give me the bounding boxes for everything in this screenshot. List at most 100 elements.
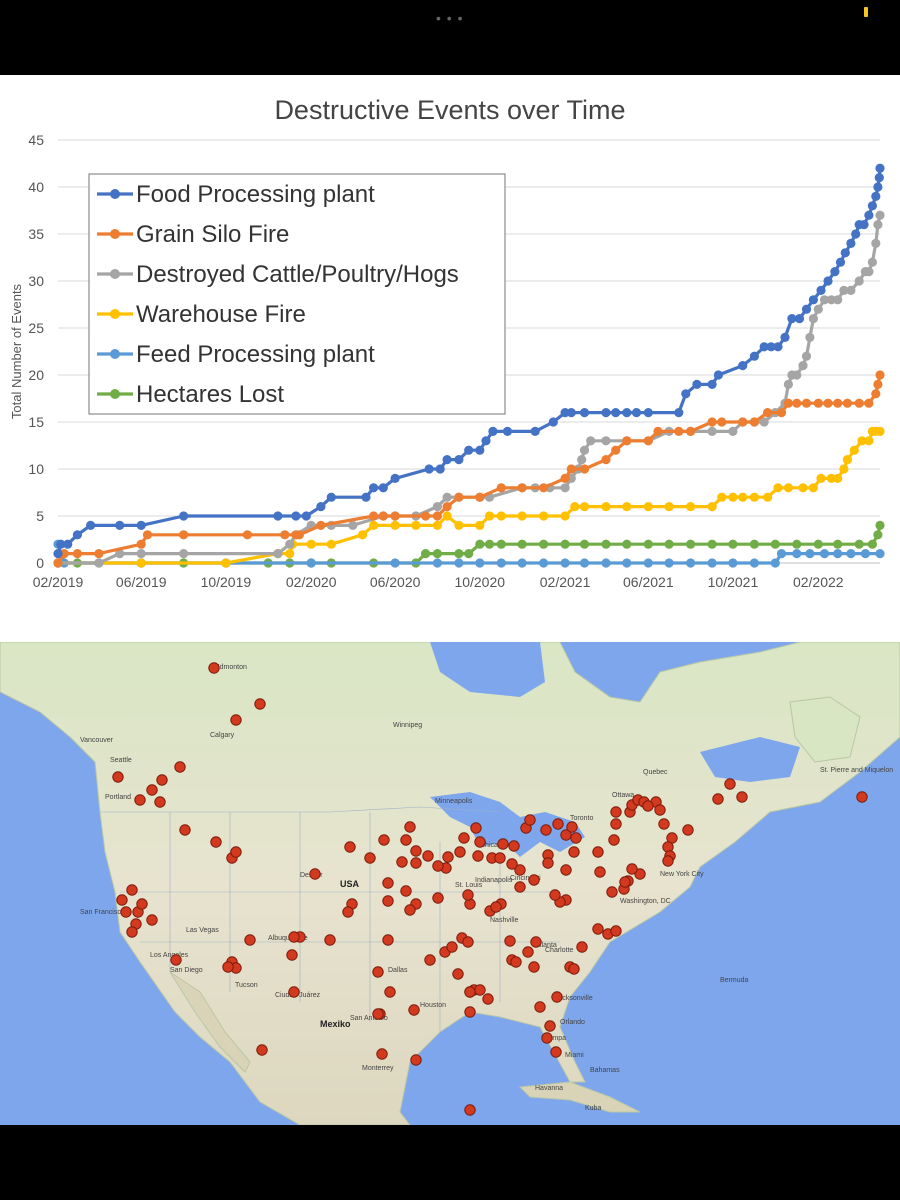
data-point bbox=[496, 558, 506, 568]
y-tick-label: 35 bbox=[28, 226, 44, 242]
data-point bbox=[601, 436, 611, 446]
event-marker bbox=[446, 941, 458, 953]
map-label: Atlanta bbox=[535, 942, 557, 949]
x-tick-label: 06/2020 bbox=[370, 574, 421, 590]
map-label: Bermuda bbox=[720, 977, 749, 984]
data-point bbox=[826, 295, 837, 305]
data-point bbox=[783, 398, 794, 408]
map-label: St. Pierre and Miquelon bbox=[820, 767, 893, 774]
event-marker bbox=[724, 778, 736, 790]
data-point bbox=[539, 558, 549, 568]
event-marker bbox=[514, 881, 526, 893]
event-marker bbox=[462, 936, 474, 948]
event-marker bbox=[464, 986, 476, 998]
data-point bbox=[813, 304, 823, 314]
data-point bbox=[759, 417, 769, 427]
data-point bbox=[481, 436, 491, 446]
data-point bbox=[221, 558, 231, 568]
map-label: Indianapolis bbox=[475, 877, 513, 884]
data-point bbox=[830, 267, 840, 277]
event-marker bbox=[528, 874, 540, 886]
map-label: Havanna bbox=[535, 1085, 563, 1092]
legend-swatch-dot bbox=[110, 229, 120, 239]
x-tick-label: 02/2021 bbox=[540, 574, 591, 590]
event-location-map[interactable]: USA Mexiko Vancouver Seattle Portland Calgary… bbox=[0, 642, 900, 1125]
data-point bbox=[484, 511, 495, 521]
legend-swatch-dot bbox=[110, 349, 120, 359]
map-label: Vancouver bbox=[80, 737, 114, 744]
data-point bbox=[792, 398, 802, 408]
event-marker bbox=[682, 824, 694, 836]
data-point bbox=[813, 398, 823, 408]
data-point bbox=[707, 539, 717, 549]
y-tick-label: 45 bbox=[28, 132, 44, 148]
event-marker bbox=[222, 961, 234, 973]
data-point bbox=[783, 483, 794, 493]
data-point bbox=[348, 520, 358, 530]
event-marker bbox=[568, 963, 580, 975]
data-point bbox=[842, 455, 853, 465]
data-point bbox=[816, 285, 826, 295]
event-marker bbox=[210, 836, 222, 848]
event-marker bbox=[610, 818, 622, 830]
event-marker bbox=[540, 824, 552, 836]
y-tick-label: 25 bbox=[28, 320, 44, 336]
map-label: Winnipeg bbox=[393, 722, 422, 729]
event-marker bbox=[134, 794, 146, 806]
data-point bbox=[86, 520, 96, 530]
data-point bbox=[56, 539, 66, 549]
data-point bbox=[787, 314, 797, 324]
event-marker bbox=[174, 761, 186, 773]
data-point bbox=[475, 520, 485, 530]
event-marker bbox=[404, 821, 416, 833]
series-grain-silo-fire bbox=[53, 370, 885, 568]
data-point bbox=[475, 492, 485, 502]
great-lakes bbox=[430, 792, 585, 857]
event-marker bbox=[120, 906, 132, 918]
legend-label: Destroyed Cattle/Poultry/Hogs bbox=[136, 261, 459, 288]
y-tick-label: 0 bbox=[36, 555, 44, 571]
data-point bbox=[411, 520, 421, 530]
data-point bbox=[643, 408, 653, 418]
map-label: Bahamas bbox=[590, 1067, 620, 1074]
y-tick-label: 40 bbox=[28, 179, 44, 195]
map-label: Jacksonville bbox=[555, 995, 593, 1002]
event-marker bbox=[560, 864, 572, 876]
data-point bbox=[454, 455, 464, 465]
data-point bbox=[530, 426, 540, 436]
event-marker bbox=[552, 818, 564, 830]
data-point bbox=[566, 464, 576, 474]
data-point bbox=[874, 173, 884, 183]
data-point bbox=[442, 492, 452, 502]
event-marker bbox=[494, 852, 506, 864]
data-point bbox=[53, 549, 63, 559]
event-marker bbox=[594, 866, 606, 878]
data-point bbox=[496, 511, 506, 521]
data-point bbox=[72, 530, 82, 540]
line-chart: Destructive Events over Time Total Numbe… bbox=[9, 95, 885, 590]
event-marker bbox=[179, 824, 191, 836]
event-marker bbox=[570, 832, 582, 844]
event-marker bbox=[432, 892, 444, 904]
event-markers bbox=[112, 662, 868, 1116]
map-label: Kuba bbox=[585, 1105, 601, 1112]
data-point bbox=[840, 248, 850, 258]
data-point bbox=[766, 342, 776, 352]
legend-label: Hectares Lost bbox=[136, 381, 284, 408]
event-marker bbox=[514, 864, 526, 876]
data-point bbox=[421, 549, 431, 559]
data-point bbox=[306, 558, 316, 568]
legend: Food Processing plant Grain Silo Fire Dest… bbox=[88, 173, 506, 415]
data-point bbox=[454, 558, 464, 568]
data-point bbox=[622, 502, 632, 512]
data-point bbox=[728, 539, 738, 549]
data-point bbox=[864, 210, 874, 220]
event-marker bbox=[592, 923, 604, 935]
data-point bbox=[864, 398, 874, 408]
map-label: New York City bbox=[660, 871, 704, 878]
y-tick-label: 20 bbox=[28, 367, 44, 383]
data-point bbox=[846, 285, 856, 295]
gulf-of-st-lawrence bbox=[700, 737, 800, 782]
event-marker bbox=[432, 860, 444, 872]
data-point bbox=[707, 417, 717, 427]
